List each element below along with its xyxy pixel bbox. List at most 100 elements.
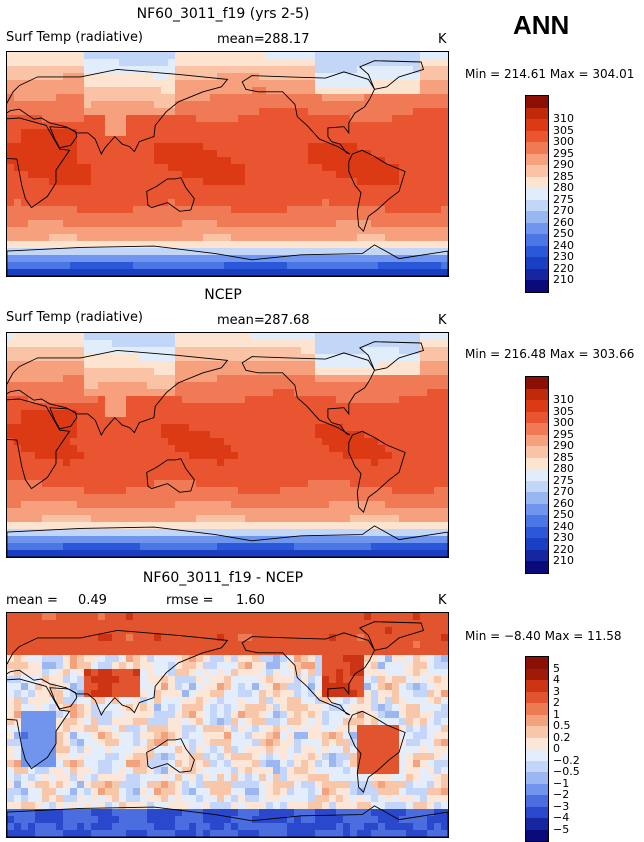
field-cell bbox=[189, 375, 197, 383]
field-cell bbox=[266, 52, 274, 60]
field-cell bbox=[147, 396, 155, 404]
field-cell bbox=[49, 501, 57, 509]
field-cell bbox=[63, 704, 71, 712]
field-cell bbox=[420, 136, 428, 144]
field-cell bbox=[273, 501, 281, 509]
field-cell bbox=[420, 466, 428, 474]
field-cell bbox=[7, 241, 15, 249]
field-cell bbox=[231, 192, 239, 200]
field-cell bbox=[168, 676, 176, 684]
colorbar-swatch bbox=[526, 480, 548, 492]
field-cell bbox=[371, 66, 379, 74]
field-cell bbox=[329, 634, 337, 642]
field-cell bbox=[147, 417, 155, 425]
field-cell bbox=[217, 445, 225, 453]
field-cell bbox=[154, 199, 162, 207]
field-cell bbox=[357, 185, 365, 193]
field-cell bbox=[196, 368, 204, 376]
field-cell bbox=[434, 192, 442, 200]
field-cell bbox=[210, 354, 218, 362]
field-cell bbox=[434, 676, 442, 684]
field-cell bbox=[238, 690, 246, 698]
field-cell bbox=[343, 494, 351, 502]
field-cell bbox=[42, 192, 50, 200]
field-cell bbox=[91, 424, 99, 432]
field-cell bbox=[301, 171, 309, 179]
field-cell bbox=[280, 178, 288, 186]
field-cell bbox=[259, 445, 267, 453]
field-cell bbox=[350, 424, 358, 432]
field-cell bbox=[77, 122, 85, 130]
panel1-map bbox=[6, 51, 449, 277]
field-cell bbox=[329, 52, 337, 60]
field-cell bbox=[357, 213, 365, 221]
field-cell bbox=[238, 648, 246, 656]
field-cell bbox=[434, 164, 442, 172]
field-cell bbox=[77, 59, 85, 67]
field-cell bbox=[336, 52, 344, 60]
field-cell bbox=[294, 389, 302, 397]
field-cell bbox=[434, 690, 442, 698]
field-cell bbox=[154, 143, 162, 151]
field-cell bbox=[105, 662, 113, 670]
field-cell bbox=[378, 396, 386, 404]
field-cell bbox=[126, 641, 134, 649]
field-cell bbox=[231, 648, 239, 656]
field-cell bbox=[161, 403, 169, 411]
panel2-max-label: Max = bbox=[549, 347, 589, 361]
field-cell bbox=[427, 178, 435, 186]
field-cell bbox=[140, 52, 148, 60]
field-cell bbox=[280, 676, 288, 684]
field-cell bbox=[378, 262, 386, 270]
field-cell bbox=[266, 241, 274, 249]
field-cell bbox=[434, 613, 442, 621]
field-cell bbox=[371, 515, 379, 523]
field-cell bbox=[77, 157, 85, 165]
field-cell bbox=[196, 122, 204, 130]
field-cell bbox=[147, 669, 155, 677]
field-cell bbox=[301, 248, 309, 256]
field-cell bbox=[105, 164, 113, 172]
field-cell bbox=[77, 613, 85, 621]
field-cell bbox=[42, 185, 50, 193]
field-cell bbox=[70, 515, 78, 523]
field-cell bbox=[280, 396, 288, 404]
field-cell bbox=[280, 143, 288, 151]
field-cell bbox=[189, 662, 197, 670]
field-cell bbox=[350, 136, 358, 144]
field-cell bbox=[273, 410, 281, 418]
field-cell bbox=[119, 494, 127, 502]
field-cell bbox=[413, 550, 421, 557]
field-cell bbox=[98, 220, 106, 228]
field-cell bbox=[406, 403, 414, 411]
field-cell bbox=[434, 438, 442, 446]
field-cell bbox=[70, 80, 78, 88]
field-cell bbox=[98, 543, 106, 551]
field-cell bbox=[392, 627, 400, 635]
field-cell bbox=[378, 333, 386, 341]
field-cell bbox=[294, 220, 302, 228]
field-cell bbox=[189, 354, 197, 362]
coastline bbox=[348, 430, 406, 514]
field-cell bbox=[301, 522, 309, 530]
field-cell bbox=[105, 620, 113, 628]
field-cell bbox=[56, 648, 64, 656]
field-cell bbox=[399, 452, 407, 460]
field-cell bbox=[238, 234, 246, 242]
field-cell bbox=[28, 157, 36, 165]
field-cell bbox=[259, 171, 267, 179]
field-cell bbox=[308, 522, 316, 530]
field-cell bbox=[49, 150, 57, 158]
field-cell bbox=[259, 417, 267, 425]
field-cell bbox=[84, 255, 92, 263]
field-cell bbox=[56, 389, 64, 397]
season-label: ANN bbox=[513, 10, 570, 40]
field-cell bbox=[357, 543, 365, 551]
field-cell bbox=[175, 627, 183, 635]
field-cell bbox=[175, 178, 183, 186]
field-cell bbox=[364, 662, 372, 670]
field-cell bbox=[217, 333, 225, 341]
field-cell bbox=[84, 417, 92, 425]
field-cell bbox=[399, 178, 407, 186]
field-cell bbox=[161, 634, 169, 642]
